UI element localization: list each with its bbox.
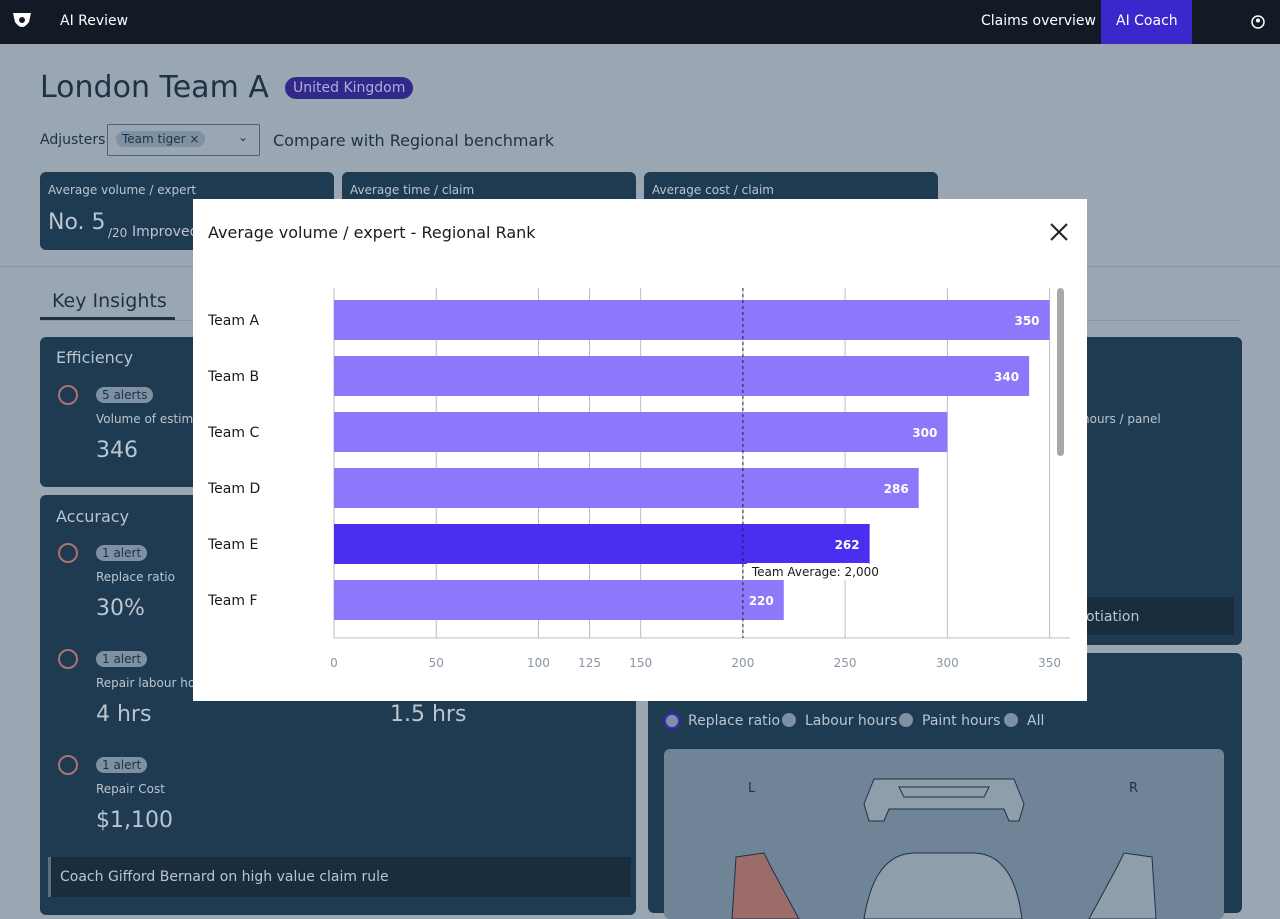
scrollbar xyxy=(1057,288,1064,456)
category-label: Team D xyxy=(207,481,260,497)
car-shapes xyxy=(731,778,1157,919)
chip-text: Team tiger xyxy=(122,132,186,146)
panel-title: Accuracy xyxy=(56,507,130,526)
chip[interactable]: Team tiger × xyxy=(116,131,206,147)
dropdown[interactable] xyxy=(107,124,260,156)
value-label: 220 xyxy=(749,594,774,608)
category-label: Team A xyxy=(207,313,259,329)
card-suffix: /20 xyxy=(108,226,128,240)
bar xyxy=(334,300,1050,340)
radio-label: Paint hours xyxy=(922,713,1001,729)
category-label: Team B xyxy=(207,369,259,385)
bar xyxy=(334,412,948,452)
close-button[interactable] xyxy=(1050,223,1068,241)
x-tick-label: 125 xyxy=(578,656,601,670)
bar xyxy=(334,580,784,620)
action-button[interactable] xyxy=(48,857,631,897)
modal: Average volume / expert - Regional Rank … xyxy=(193,199,1087,701)
metric-compare: 1.5 hrs xyxy=(390,702,467,727)
annotation-bg xyxy=(746,563,869,580)
value-label: 340 xyxy=(994,370,1019,384)
radio[interactable] xyxy=(782,713,796,727)
metric: Repair labour hours xyxy=(96,676,214,690)
bar xyxy=(334,356,1030,396)
annotation: Team Average: 2,000 xyxy=(751,565,879,579)
user-icon[interactable] xyxy=(1250,14,1266,30)
tab[interactable]: Key Insights xyxy=(52,290,167,312)
navbar: AI Review Claims overview AI Coach xyxy=(0,0,1280,44)
alert-pill: 1 alert xyxy=(96,651,148,667)
nav-link[interactable]: Claims overview xyxy=(981,13,1096,29)
card-value: No. 5 xyxy=(48,210,106,235)
compare-text: Compare with Regional benchmark xyxy=(273,131,555,150)
card-label: Average cost / claim xyxy=(652,183,774,197)
side-label: R xyxy=(1129,781,1139,796)
category-label: Team E xyxy=(207,537,258,553)
metric: Replace ratio xyxy=(96,570,175,584)
badge: United Kingdom xyxy=(285,77,414,99)
alert-pill: 5 alerts xyxy=(96,387,154,403)
tab-underline xyxy=(40,317,175,320)
nav-active xyxy=(1101,0,1192,44)
bar xyxy=(334,468,919,508)
x-tick-label: 50 xyxy=(429,656,444,670)
app-name: AI Review xyxy=(60,13,129,29)
radio-label: All xyxy=(1027,713,1045,729)
metric-value: 30% xyxy=(96,596,145,621)
value-label: 350 xyxy=(1014,314,1039,328)
modal-title: Average volume / expert - Regional Rank xyxy=(208,223,536,242)
page-title: London Team A xyxy=(40,70,269,105)
x-tick-label: 200 xyxy=(731,656,754,670)
radio-label: Replace ratio xyxy=(688,713,781,729)
bar xyxy=(334,524,870,564)
metric: Repair Cost xyxy=(96,782,165,796)
value-label: 286 xyxy=(884,482,909,496)
card-label: Average time / claim xyxy=(350,183,475,197)
logo xyxy=(13,13,31,27)
alert-pill: 1 alert xyxy=(96,757,148,773)
action-text: Coach Gifford Bernard on high value clai… xyxy=(60,869,389,885)
alert-icon xyxy=(58,385,78,405)
panel-title: Efficiency xyxy=(56,348,134,367)
chart: 0 50 100 125 150 200 250 300 350 Team A 350 Team B 3… xyxy=(207,288,1070,670)
error-icon xyxy=(58,649,78,669)
value-label: 300 xyxy=(912,426,937,440)
x-tick-label: 0 xyxy=(330,656,338,670)
radio[interactable] xyxy=(899,713,913,727)
metric-value: $1,100 xyxy=(96,808,173,833)
value-label: 262 xyxy=(835,538,860,552)
nav-link[interactable]: AI Coach xyxy=(1116,13,1178,29)
x-tick-label: 350 xyxy=(1038,656,1061,670)
alert-icon xyxy=(58,543,78,563)
metric: hours / panel xyxy=(1082,412,1161,426)
card-label: Average volume / expert xyxy=(48,183,197,197)
x-tick-label: 250 xyxy=(834,656,857,670)
filter-label: Adjusters xyxy=(40,132,106,148)
card-note: Improved xyxy=(132,224,199,240)
x-tick-label: 100 xyxy=(527,656,550,670)
error-icon xyxy=(58,755,78,775)
x-tick-label: 150 xyxy=(629,656,652,670)
side-label: L xyxy=(748,781,756,796)
metric-value: 4 hrs xyxy=(96,702,152,727)
radio-label: Labour hours xyxy=(805,713,898,729)
metric-value: 346 xyxy=(96,438,138,463)
alert-pill: 1 alert xyxy=(96,545,148,561)
radio[interactable] xyxy=(1004,713,1018,727)
radio[interactable] xyxy=(664,713,680,729)
car-diagram: L R xyxy=(664,749,1224,919)
chevron: ⌄ xyxy=(238,130,249,144)
metric: Volume of estimates xyxy=(96,412,219,426)
x-tick-label: 300 xyxy=(936,656,959,670)
category-label: Team F xyxy=(207,593,258,609)
category-label: Team C xyxy=(207,425,259,441)
